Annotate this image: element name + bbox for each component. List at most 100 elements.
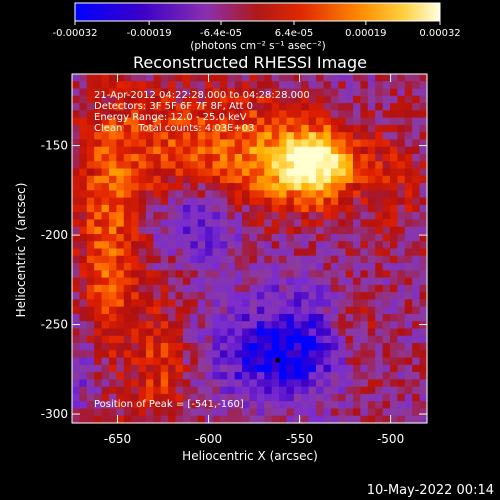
heatmap-cell <box>175 95 184 104</box>
heatmap-cell <box>308 103 317 111</box>
heatmap-cell <box>249 183 258 191</box>
heatmap-cell <box>234 110 243 119</box>
heatmap-cell <box>101 74 110 82</box>
heatmap-cell <box>242 364 251 373</box>
heatmap-cell <box>360 408 369 417</box>
heatmap-cell <box>308 393 317 402</box>
colorbar-tick-label: -0.00019 <box>127 28 172 39</box>
heatmap-cell <box>182 357 191 366</box>
heatmap-cell <box>353 299 362 308</box>
heatmap-cell <box>286 270 295 279</box>
heatmap-cell <box>330 248 339 257</box>
heatmap-cell <box>293 321 302 330</box>
heatmap-cell <box>353 335 362 344</box>
heatmap-cell <box>197 183 206 191</box>
heatmap-cell <box>338 124 347 133</box>
heatmap-cell <box>182 277 191 286</box>
heatmap-cell <box>390 190 399 199</box>
heatmap-cell <box>323 343 332 351</box>
heatmap-cell <box>264 183 273 191</box>
heatmap-cell <box>160 117 169 126</box>
heatmap-cell <box>168 248 177 257</box>
colorbar <box>74 2 441 22</box>
heatmap-cell <box>404 204 413 213</box>
heatmap-cell <box>397 248 406 257</box>
heatmap-cell <box>390 153 399 162</box>
heatmap-cell <box>190 343 199 351</box>
heatmap-cell <box>116 197 125 206</box>
heatmap-cell <box>353 321 362 330</box>
heatmap-cell <box>108 284 117 293</box>
heatmap-cell <box>367 190 376 199</box>
heatmap-cell <box>367 81 376 90</box>
heatmap-cell <box>145 328 154 337</box>
heatmap-cell <box>138 299 147 308</box>
heatmap-cell <box>301 95 310 104</box>
heatmap-cell <box>404 401 413 410</box>
heatmap-cell <box>390 357 399 366</box>
heatmap-cell <box>301 226 310 235</box>
heatmap-cell <box>234 212 243 221</box>
heatmap-cell <box>271 321 280 330</box>
heatmap-cell <box>249 372 258 380</box>
heatmap-cell <box>197 386 206 395</box>
heatmap-cell <box>212 415 221 424</box>
heatmap-cell <box>330 408 339 417</box>
heatmap-cell <box>242 88 251 97</box>
heatmap-cell <box>330 386 339 395</box>
heatmap-cell <box>153 350 162 359</box>
heatmap-cell <box>145 153 154 162</box>
heatmap-cell <box>293 343 302 351</box>
heatmap-cell <box>72 299 80 308</box>
heatmap-cell <box>212 124 221 133</box>
heatmap-cell <box>116 146 125 155</box>
heatmap-cell <box>72 168 80 177</box>
heatmap-cell <box>316 343 325 351</box>
heatmap-cell <box>190 110 199 119</box>
heatmap-cell <box>116 95 125 104</box>
heatmap-cell <box>316 408 325 417</box>
heatmap-cell <box>182 103 191 111</box>
heatmap-cell <box>338 306 347 315</box>
heatmap-cell <box>205 364 214 373</box>
heatmap-cell <box>190 139 199 148</box>
heatmap-cell <box>190 335 199 344</box>
heatmap-cell <box>323 204 332 213</box>
heatmap-cell <box>271 153 280 162</box>
heatmap-cell <box>271 248 280 257</box>
heatmap-cell <box>412 364 421 373</box>
heatmap-cell <box>323 110 332 119</box>
heatmap-cell <box>197 233 206 242</box>
heatmap-cell <box>316 284 325 293</box>
heatmap-cell <box>323 241 332 250</box>
heatmap-cell <box>79 241 88 250</box>
heatmap-cell <box>330 103 339 111</box>
heatmap-cell <box>419 270 428 279</box>
heatmap-cell <box>345 386 354 395</box>
x-axis-label: Heliocentric X (arcsec) <box>182 449 318 463</box>
heatmap-cell <box>175 117 184 126</box>
heatmap-cell <box>256 233 265 242</box>
heatmap-cell <box>190 219 199 228</box>
heatmap-cell <box>382 255 391 264</box>
heatmap-cell <box>271 117 280 126</box>
heatmap-cell <box>190 197 199 206</box>
heatmap-cell <box>390 313 399 322</box>
heatmap-cell <box>168 364 177 373</box>
heatmap-cell <box>227 95 236 104</box>
heatmap-cell <box>271 292 280 300</box>
heatmap-cell <box>182 197 191 206</box>
heatmap-cell <box>382 153 391 162</box>
heatmap-cell <box>145 74 154 82</box>
heatmap-cell <box>219 233 228 242</box>
heatmap-cell <box>168 372 177 380</box>
heatmap-cell <box>397 95 406 104</box>
heatmap-cell <box>234 255 243 264</box>
heatmap-cell <box>79 321 88 330</box>
heatmap-cell <box>271 124 280 133</box>
heatmap-cell <box>264 372 273 380</box>
heatmap-cell <box>279 313 288 322</box>
heatmap-cell <box>101 168 110 177</box>
heatmap-cell <box>227 204 236 213</box>
heatmap-cell <box>293 74 302 82</box>
